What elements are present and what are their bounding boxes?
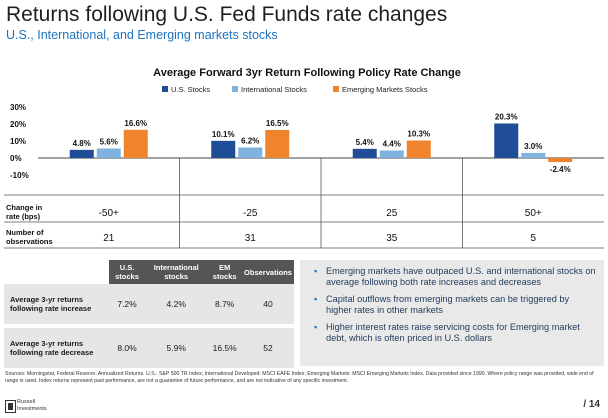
logo-line1: Russell [17,399,36,405]
page-subtitle: U.S., International, and Emerging market… [6,28,278,42]
row-value: -25 [243,208,258,219]
row-label: Change in [6,203,43,212]
data-label: 6.2% [241,136,259,145]
y-tick-label: 10% [10,137,26,146]
data-label: 16.6% [124,119,147,128]
data-label: 3.0% [524,142,542,151]
stats-cell: 40 [242,284,294,326]
note-item: Emerging markets have outpaced U.S. and … [314,266,596,288]
data-label: 4.8% [73,139,91,148]
stats-header-row: U.S. stocks International stocks EM stoc… [4,260,294,284]
bar [96,148,121,158]
chart-title: Average Forward 3yr Return Following Pol… [153,67,461,79]
bar [406,140,431,158]
bar [494,123,519,158]
chart-legend: U.S. Stocks International Stocks Emerging … [162,85,428,94]
data-labels: 4.8% 5.6% 16.6% 10.1% 6.2% 16.5% 5.4% 4.4% 10.3%… [73,112,571,174]
stats-cell: 16.5% [207,324,243,368]
stats-row-label: Average 3-yr returns following rate decr… [4,324,109,368]
legend-swatch [333,86,339,92]
stats-row-increase: Average 3-yr returns following rate incr… [4,284,294,326]
bar [352,148,377,158]
row-label: observations [6,237,53,246]
notes-panel: Emerging markets have outpaced U.S. and … [300,260,604,366]
row-value: 35 [386,233,398,244]
data-label: 5.4% [356,138,374,147]
row-label: rate (bps) [6,212,41,221]
y-tick-label: 30% [10,103,26,112]
stats-cell: 5.9% [145,324,208,368]
bar [238,147,263,158]
stats-header-obs: Observations [242,260,294,284]
stats-row-decrease: Average 3-yr returns following rate decr… [4,324,294,368]
stats-cell: 52 [242,324,294,368]
row-value: 5 [530,233,536,244]
bars-group [69,123,573,163]
note-item: Capital outflows from emerging markets c… [314,294,596,316]
legend-swatch [162,86,168,92]
sources-footnote: Sources: Morningstar, Federal Reserve. A… [5,371,594,384]
data-label: 16.5% [266,119,289,128]
stats-header-us: U.S. stocks [108,260,146,284]
data-label: 10.3% [407,129,430,138]
page-number: / 14 [583,399,600,410]
data-label: 4.4% [383,140,401,149]
stats-header-em: EM stocks [207,260,243,284]
russell-logo: Russell Investments [5,398,47,414]
legend-label: U.S. Stocks [171,85,210,94]
y-tick-label: -10% [10,171,29,180]
stats-header-blank [4,260,109,284]
data-label: 10.1% [212,130,235,139]
bar [69,149,94,158]
data-label: 20.3% [495,112,518,121]
stats-cell: 7.2% [108,284,146,326]
y-tick-label: 20% [10,120,26,129]
bar [521,152,546,158]
legend-swatch [232,86,238,92]
logo-line2: Investments [17,405,47,412]
bar [379,150,404,158]
notes-list: Emerging markets have outpaced U.S. and … [300,260,604,344]
bar-chart: Average Forward 3yr Return Following Pol… [4,67,604,249]
y-axis: 30% 20% 10% 0% -10% [10,103,29,180]
stats-row-label: Average 3-yr returns following rate incr… [4,284,109,326]
logo-mark-icon [5,400,16,413]
legend-label: International Stocks [241,85,307,94]
row-value: 50+ [525,208,542,219]
note-item: Higher interest rates raise servicing co… [314,322,596,344]
stats-cell: 4.2% [145,284,208,326]
bar [211,140,236,158]
row-value: 25 [386,208,398,219]
y-tick-label: 0% [10,154,22,163]
row-label: Number of [6,228,44,237]
logo-text: Russell Investments [17,399,47,412]
stats-table: U.S. stocks International stocks EM stoc… [4,260,294,368]
row-value: 31 [245,233,257,244]
bar [123,129,148,158]
bar [265,129,290,158]
stats-header-intl: International stocks [145,260,208,284]
legend-label: Emerging Markets Stocks [342,85,428,94]
data-label: -2.4% [550,165,571,174]
stats-cell: 8.7% [207,284,243,326]
bar [548,158,573,163]
page-title: Returns following U.S. Fed Funds rate ch… [6,3,448,26]
data-label: 5.6% [100,137,118,146]
row-value: 21 [103,233,115,244]
stats-cell: 8.0% [108,324,146,368]
row-value: -50+ [99,208,119,219]
